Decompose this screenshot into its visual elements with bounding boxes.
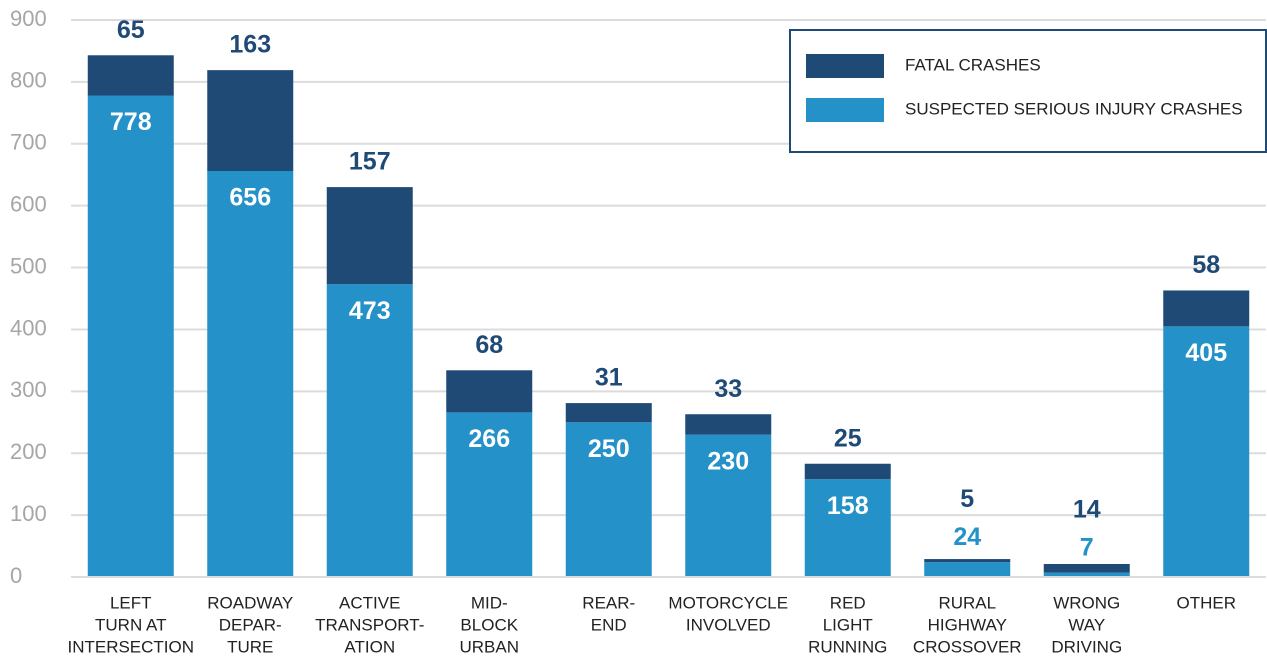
y-tick-label: 900 — [10, 6, 47, 31]
value-label: 163 — [229, 31, 271, 59]
x-tick-label: END — [591, 615, 627, 634]
y-tick-label: 300 — [10, 377, 47, 402]
value-label: 5 — [960, 485, 974, 513]
x-tick-label: INVOLVED — [686, 615, 771, 634]
bar-segment — [685, 414, 772, 435]
bar-segment — [1043, 572, 1130, 577]
x-tick-label: WAY — [1068, 615, 1105, 634]
bar-segment — [207, 171, 294, 577]
x-tick-label: WRONG — [1053, 593, 1120, 612]
x-tick-label: REAR- — [582, 593, 635, 612]
value-label: 157 — [349, 148, 391, 176]
bar-segment — [326, 187, 413, 285]
x-tick-label: BLOCK — [460, 615, 518, 634]
value-label: 24 — [953, 523, 981, 551]
x-tick-label: MID- — [471, 593, 508, 612]
value-label: 158 — [827, 492, 869, 520]
legend-swatch — [806, 54, 884, 78]
y-tick-label: 800 — [10, 68, 47, 93]
x-tick-label: LEFT — [110, 593, 152, 612]
bar-segment — [924, 562, 1011, 577]
y-tick-label: 100 — [10, 501, 47, 526]
x-tick-label: URBAN — [459, 637, 519, 656]
bar-segment — [1043, 564, 1130, 573]
bar-segment — [326, 284, 413, 577]
y-tick-label: 500 — [10, 253, 47, 278]
x-tick-label: ROADWAY — [207, 593, 293, 612]
x-tick-label: TRANSPORT- — [315, 615, 424, 634]
bar-segment — [565, 403, 652, 423]
value-label: 778 — [110, 108, 152, 136]
x-tick-label: ACTIVE — [339, 593, 400, 612]
legend-box — [789, 29, 1267, 153]
bar-segment — [87, 55, 174, 96]
x-tick-label: RUNNING — [808, 637, 887, 656]
bar-segment — [924, 559, 1011, 563]
value-label: 31 — [595, 364, 623, 392]
bar-segment — [446, 370, 533, 413]
x-tick-label: HIGHWAY — [928, 615, 1007, 634]
x-tick-label: TURE — [227, 637, 273, 656]
legend-label: SUSPECTED SERIOUS INJURY CRASHES — [905, 99, 1243, 118]
x-tick-label: RED — [830, 593, 866, 612]
x-tick-label: ATION — [344, 637, 395, 656]
bar-segment — [685, 434, 772, 577]
x-tick-label: LIGHT — [823, 615, 873, 634]
x-tick-label: DEPAR- — [219, 615, 282, 634]
bar-segment — [87, 95, 174, 577]
value-label: 65 — [117, 16, 145, 44]
y-tick-label: 600 — [10, 191, 47, 216]
value-label: 230 — [707, 447, 749, 475]
x-tick-label: RURAL — [938, 593, 996, 612]
x-tick-label: MOTORCYCLE — [668, 593, 788, 612]
x-tick-label: OTHER — [1177, 593, 1237, 612]
x-tick-label: INTERSECTION — [67, 637, 194, 656]
y-tick-label: 700 — [10, 130, 47, 155]
bar-segment — [1163, 290, 1250, 327]
value-label: 250 — [588, 435, 630, 463]
value-label: 405 — [1185, 339, 1227, 367]
bar-segment — [804, 463, 891, 480]
x-tick-label: TURN AT — [95, 615, 166, 634]
value-label: 266 — [468, 425, 510, 453]
value-label: 656 — [229, 184, 271, 212]
y-tick-label: 400 — [10, 315, 47, 340]
value-label: 25 — [834, 424, 862, 452]
value-label: 7 — [1080, 533, 1094, 561]
value-label: 33 — [714, 375, 742, 403]
bar-segment — [207, 70, 294, 172]
x-tick-label: DRIVING — [1051, 637, 1122, 656]
y-tick-label: 200 — [10, 439, 47, 464]
legend-swatch — [806, 98, 884, 122]
value-label: 68 — [475, 331, 503, 359]
legend-label: FATAL CRASHES — [905, 55, 1041, 74]
bar-segment — [446, 412, 533, 577]
value-label: 58 — [1192, 251, 1220, 279]
bar-segment — [804, 479, 891, 577]
x-tick-label: CROSSOVER — [913, 637, 1022, 656]
bar-segment — [565, 422, 652, 577]
bar-segment — [1163, 326, 1250, 577]
value-label: 14 — [1073, 495, 1101, 523]
y-tick-label: 0 — [10, 563, 22, 588]
value-label: 473 — [349, 297, 391, 325]
